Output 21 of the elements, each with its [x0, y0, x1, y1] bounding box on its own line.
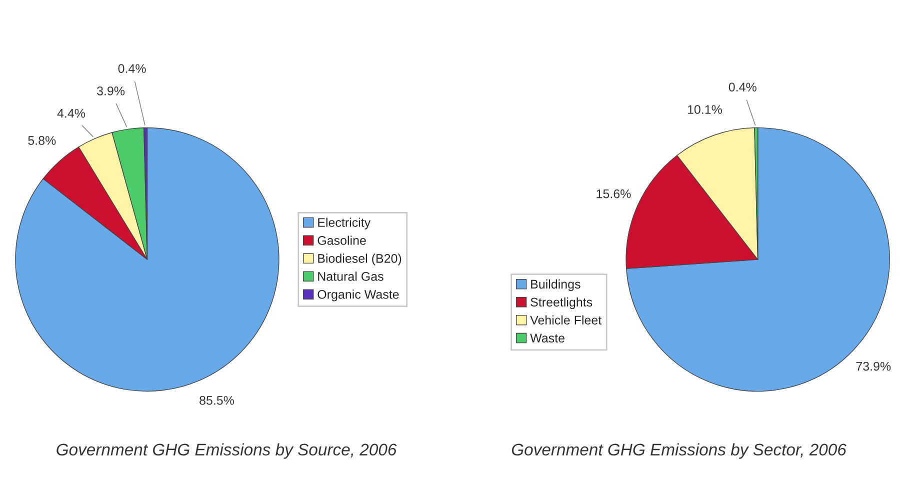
legend-label: Natural Gas: [318, 272, 384, 281]
legend-label: Buildings: [531, 279, 580, 292]
legend-label: Biodiesel (B20): [318, 254, 402, 266]
legend-label: Vehicle Fleet: [530, 315, 602, 325]
text: Government GHG Emissions by Sector, 2006: [512, 443, 846, 459]
data-label: 10.1%: [688, 105, 722, 114]
legend-label: Organic Waste: [318, 290, 399, 302]
legend-label: Electricity: [318, 218, 371, 230]
legend-label: Gasoline: [318, 236, 366, 245]
text: Government GHG Emissions by Source, 2006: [56, 443, 397, 459]
data-label: 5.8%: [28, 136, 56, 145]
data-label: 3.9%: [97, 86, 125, 96]
pie-slice: [15, 127, 280, 392]
data-label: 15.6%: [596, 189, 631, 198]
data-label: 0.4%: [118, 64, 146, 73]
legend-label: Streetlights: [530, 297, 592, 310]
legend-label: Waste: [530, 334, 564, 343]
data-label: 0.4%: [728, 82, 756, 92]
data-label: 4.4%: [57, 108, 86, 118]
data-label: 73.9%: [856, 362, 891, 371]
data-label: 85.5%: [200, 396, 234, 405]
